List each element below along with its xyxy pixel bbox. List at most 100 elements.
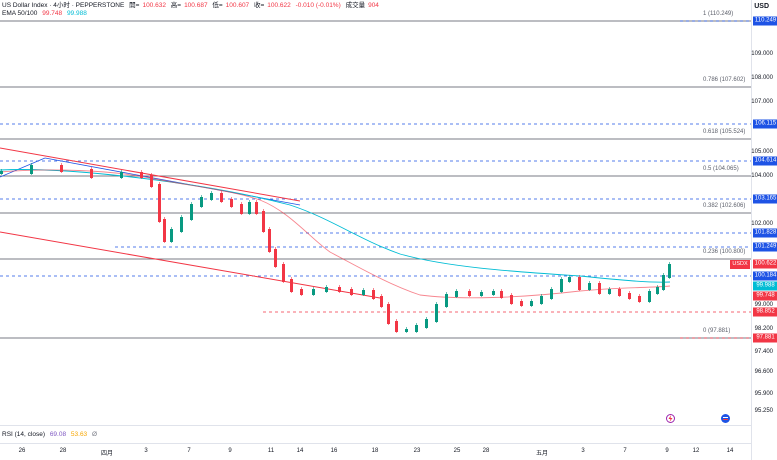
candle-body	[598, 283, 601, 294]
fib-label-0786: 0.786 (107.602)	[703, 77, 746, 83]
rsi-legend[interactable]: RSI (14, close) 69.08 53.63 Ø	[2, 430, 100, 439]
candle-body	[568, 277, 571, 282]
time-axis[interactable]: 26 28 四月 3 7 9 11 14 16 18 23 25 28 五月 3…	[0, 443, 751, 460]
change-value: -0.010 (-0.01%)	[295, 2, 341, 9]
price-tick: 97.400	[754, 349, 773, 355]
currency-label: USD	[754, 3, 769, 10]
symbol-price-tag: USDX	[730, 260, 750, 269]
price-tick: 109.000	[751, 51, 773, 57]
rsi-label: RSI (14, close)	[2, 431, 45, 438]
flag-event-icon[interactable]	[721, 414, 730, 423]
time-tick: 25	[453, 448, 461, 454]
candle-body	[550, 289, 553, 299]
price-tick: 99.000	[754, 302, 773, 308]
price-tick: 95.250	[754, 408, 773, 414]
close-label: 收=	[253, 2, 265, 9]
candle-body	[210, 193, 213, 200]
ema50-badge: 99.748	[753, 291, 777, 301]
time-tick: 16	[330, 448, 338, 454]
candle-body	[530, 301, 533, 306]
candle-body	[262, 211, 265, 232]
candle-body	[628, 293, 631, 299]
time-tick: 14	[726, 448, 734, 454]
open-value: 100.632	[142, 2, 166, 9]
fibonacci-levels	[0, 20, 751, 339]
price-badge: 106.115	[753, 119, 777, 129]
candle-body	[480, 292, 483, 296]
candle-body	[455, 291, 458, 297]
candle-body	[240, 204, 243, 214]
price-badge: 110.249	[753, 16, 777, 26]
price-axis[interactable]: USD 109.000 108.000 107.000 105.000 104.…	[751, 0, 777, 460]
time-tick: 23	[413, 448, 421, 454]
fib-label-05: 0.5 (104.065)	[703, 166, 739, 172]
price-tick: 108.000	[751, 75, 773, 81]
price-badge: 103.165	[753, 194, 777, 204]
candle-body	[560, 279, 563, 292]
candle-body	[290, 279, 293, 292]
candle-body	[190, 204, 193, 220]
candle-body	[325, 287, 328, 292]
chart-area[interactable]: US Dollar Index · 4小时 · PEPPERSTONE 開= 10…	[0, 0, 751, 425]
candle-body	[662, 275, 665, 290]
candle-body	[158, 184, 161, 222]
candle-body	[656, 287, 659, 294]
current-price-badge: 100.622	[753, 259, 777, 269]
candle-body	[350, 289, 353, 295]
fib-label-1: 1 (110.249)	[703, 11, 734, 17]
candle-body	[255, 202, 258, 214]
low-label: 低=	[212, 2, 223, 9]
candle-body	[312, 289, 315, 295]
rsi-extra-value: Ø	[92, 431, 98, 438]
candle-body	[668, 264, 671, 278]
time-tick: 28	[59, 448, 67, 454]
candle-body	[30, 165, 33, 174]
time-tick: 11	[267, 448, 275, 454]
candle-body	[230, 199, 233, 207]
symbol-title: US Dollar Index · 4小时 · PEPPERSTONE	[2, 2, 125, 9]
time-tick: 7	[623, 448, 627, 454]
candle-body	[362, 290, 365, 295]
candle-body	[578, 277, 581, 290]
lightning-event-icon[interactable]	[666, 414, 675, 423]
candle-body	[163, 219, 166, 242]
candle-body	[60, 165, 63, 172]
rsi-ma-value: 53.63	[70, 431, 88, 438]
candle-body	[140, 172, 143, 178]
candle-body	[380, 296, 383, 307]
price-chart[interactable]	[0, 0, 751, 425]
rsi-value: 69.08	[49, 431, 67, 438]
ema50-line	[0, 169, 671, 299]
time-tick: 3	[581, 448, 585, 454]
ema-legend[interactable]: EMA 50/100 99.748 99.988	[2, 9, 90, 18]
candle-body	[300, 289, 303, 295]
low-value: 100.607	[225, 2, 250, 9]
rsi-pane[interactable]: RSI (14, close) 69.08 53.63 Ø	[0, 425, 751, 443]
candle-body	[274, 249, 277, 267]
candle-body	[648, 291, 651, 302]
candle-body	[338, 287, 341, 292]
candle-body	[608, 289, 611, 294]
candle-body	[268, 229, 271, 252]
time-tick: 9	[228, 448, 232, 454]
price-tick: 95.900	[754, 391, 773, 397]
price-tick: 105.000	[751, 149, 773, 155]
time-tick: 28	[482, 448, 490, 454]
open-label: 開=	[129, 2, 140, 9]
chart-legend: US Dollar Index · 4小时 · PEPPERSTONE 開= 10…	[2, 1, 382, 10]
price-tick: 102.000	[751, 221, 773, 227]
time-tick: 五月	[535, 451, 549, 457]
price-tick: 98.200	[754, 326, 773, 332]
candle-body	[395, 321, 398, 332]
candle-body	[180, 217, 183, 232]
candle-body	[445, 294, 448, 307]
candle-body	[588, 283, 591, 290]
fib-label-0: 0 (97.881)	[703, 328, 731, 334]
time-tick: 18	[371, 448, 379, 454]
price-tick: 96.600	[754, 369, 773, 375]
price-badge: 98.852	[753, 307, 777, 317]
ema100-line	[0, 169, 671, 283]
candle-body	[520, 301, 523, 306]
high-label: 高=	[170, 2, 182, 9]
candle-body	[150, 175, 153, 187]
